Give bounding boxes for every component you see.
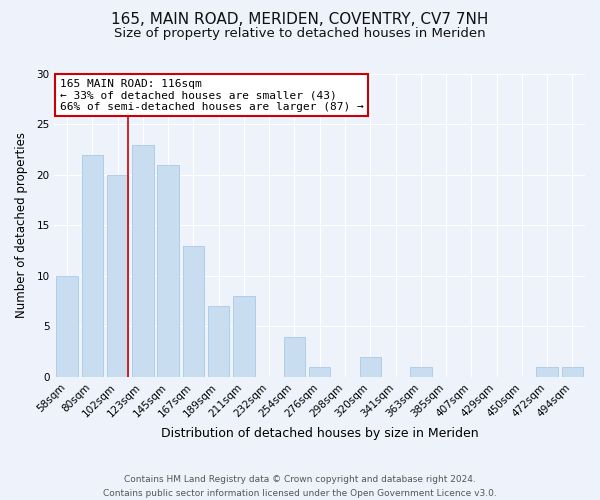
Bar bbox=[132, 144, 154, 377]
Text: Contains HM Land Registry data © Crown copyright and database right 2024.
Contai: Contains HM Land Registry data © Crown c… bbox=[103, 476, 497, 498]
Bar bbox=[82, 155, 103, 377]
Bar bbox=[309, 367, 331, 377]
Bar bbox=[182, 246, 204, 377]
Text: 165 MAIN ROAD: 116sqm
← 33% of detached houses are smaller (43)
66% of semi-deta: 165 MAIN ROAD: 116sqm ← 33% of detached … bbox=[60, 78, 364, 112]
Bar bbox=[410, 367, 431, 377]
Bar bbox=[56, 276, 78, 377]
Y-axis label: Number of detached properties: Number of detached properties bbox=[15, 132, 28, 318]
Bar bbox=[359, 357, 381, 377]
Bar bbox=[233, 296, 254, 377]
Bar bbox=[157, 165, 179, 377]
Bar bbox=[536, 367, 558, 377]
Bar bbox=[562, 367, 583, 377]
Bar bbox=[208, 306, 229, 377]
Text: Size of property relative to detached houses in Meriden: Size of property relative to detached ho… bbox=[114, 28, 486, 40]
Bar bbox=[284, 336, 305, 377]
Bar bbox=[107, 175, 128, 377]
Text: 165, MAIN ROAD, MERIDEN, COVENTRY, CV7 7NH: 165, MAIN ROAD, MERIDEN, COVENTRY, CV7 7… bbox=[112, 12, 488, 28]
X-axis label: Distribution of detached houses by size in Meriden: Distribution of detached houses by size … bbox=[161, 427, 479, 440]
